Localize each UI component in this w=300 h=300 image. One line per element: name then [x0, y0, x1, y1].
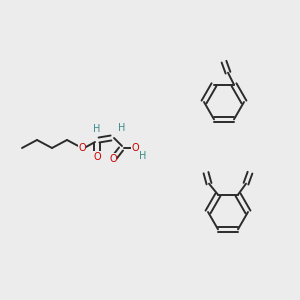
Text: H: H — [93, 124, 101, 134]
Text: H: H — [139, 151, 147, 161]
Text: O: O — [131, 143, 139, 153]
Text: O: O — [93, 152, 101, 162]
Text: O: O — [109, 154, 117, 164]
Text: H: H — [118, 123, 126, 133]
Text: O: O — [78, 143, 86, 153]
